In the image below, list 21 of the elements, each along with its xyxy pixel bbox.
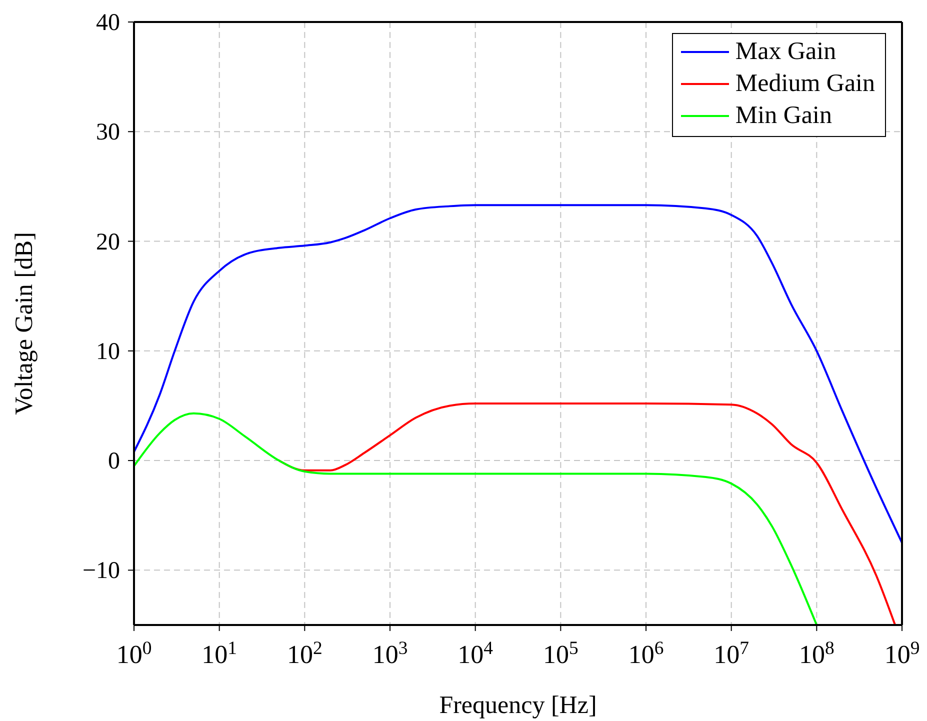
x-tick-label: 10$^{3}$ <box>372 638 408 669</box>
y-tick-label: −10 <box>82 558 120 584</box>
x-tick-label: 10$^{0}$ <box>116 638 152 669</box>
x-tick-label: 10$^{8}$ <box>798 638 834 669</box>
x-tick-label: 10$^{9}$ <box>884 638 920 669</box>
x-tick-label: 10$^{6}$ <box>628 638 664 669</box>
y-tick-label: 40 <box>96 10 120 36</box>
x-axis-title: Frequency [Hz] <box>439 692 597 719</box>
legend-label: Min Gain <box>735 101 832 131</box>
y-tick-label: 20 <box>96 229 120 256</box>
x-tick-label: 10$^{7}$ <box>714 638 750 669</box>
y-axis-title: Voltage Gain [dB] <box>11 232 38 415</box>
legend-label: Max Gain <box>735 37 836 67</box>
x-tick-label: 10$^{1}$ <box>202 638 238 669</box>
x-tick-label: 10$^{2}$ <box>286 638 322 669</box>
x-tick-label: 10$^{4}$ <box>458 638 494 669</box>
y-tick-label: 0 <box>108 448 120 475</box>
y-tick-label: 10 <box>96 338 120 365</box>
legend-label: Medium Gain <box>735 69 875 99</box>
x-tick-label: 10$^{5}$ <box>542 638 578 669</box>
y-tick-label: 30 <box>96 120 120 146</box>
